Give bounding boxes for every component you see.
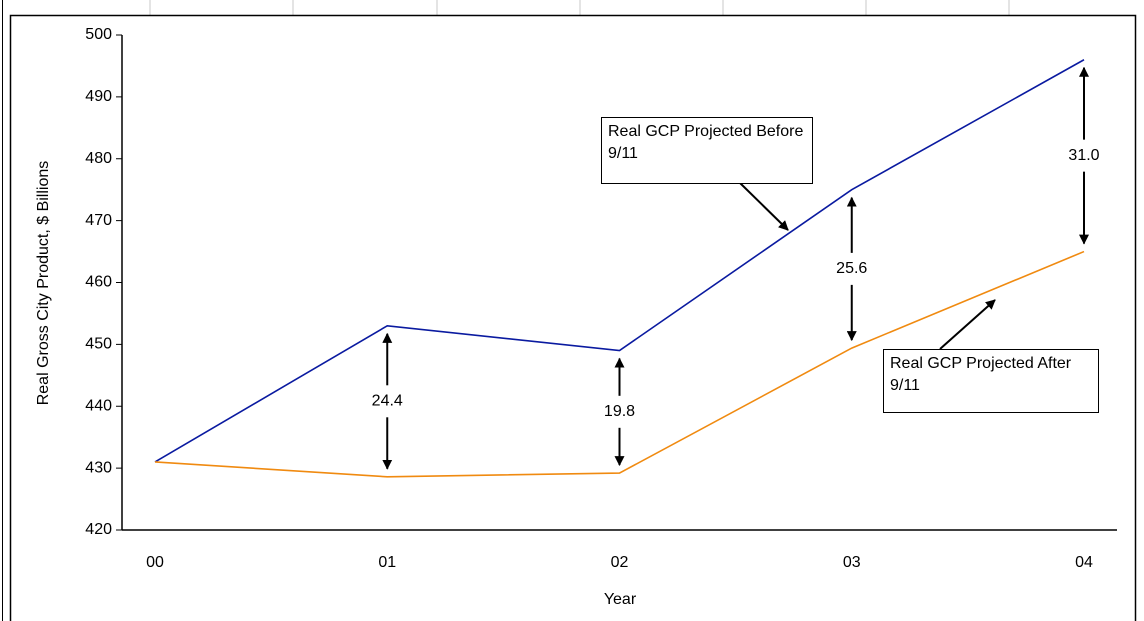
y-tick-label: 440: [85, 397, 112, 414]
y-tick-label: 420: [85, 521, 112, 538]
x-tick-label: 02: [611, 554, 629, 571]
y-tick-label: 450: [85, 336, 112, 353]
y-tick-label: 460: [85, 274, 112, 291]
gap-label: 24.4: [372, 393, 403, 410]
y-tick-label: 500: [85, 26, 112, 43]
x-axis-label: Year: [604, 591, 637, 608]
callout-arrow: [939, 299, 996, 350]
y-tick-label: 480: [85, 150, 112, 167]
sheet-grid: [149, 0, 1010, 15]
y-axis-label: Real Gross City Product, $ Billions: [35, 161, 52, 406]
series-line: [154, 59, 1085, 463]
chart-frame: [9, 14, 1137, 621]
series-line: [154, 250, 1085, 478]
callout-arrow: [739, 182, 789, 231]
gap-label: 19.8: [604, 403, 635, 420]
gap-label: 25.6: [836, 260, 867, 277]
y-tick-label: 430: [85, 459, 112, 476]
gap-label: 31.0: [1068, 147, 1099, 164]
y-tick-label: 470: [85, 212, 112, 229]
callout-before: Real GCP Projected Before 9/11: [601, 117, 813, 184]
x-tick-label: 00: [146, 554, 164, 571]
x-tick-label: 03: [843, 554, 861, 571]
y-tick-label: 490: [85, 88, 112, 105]
callout-after: Real GCP Projected After 9/11: [883, 349, 1099, 413]
x-tick-label: 01: [378, 554, 396, 571]
x-tick-label: 04: [1075, 554, 1093, 571]
